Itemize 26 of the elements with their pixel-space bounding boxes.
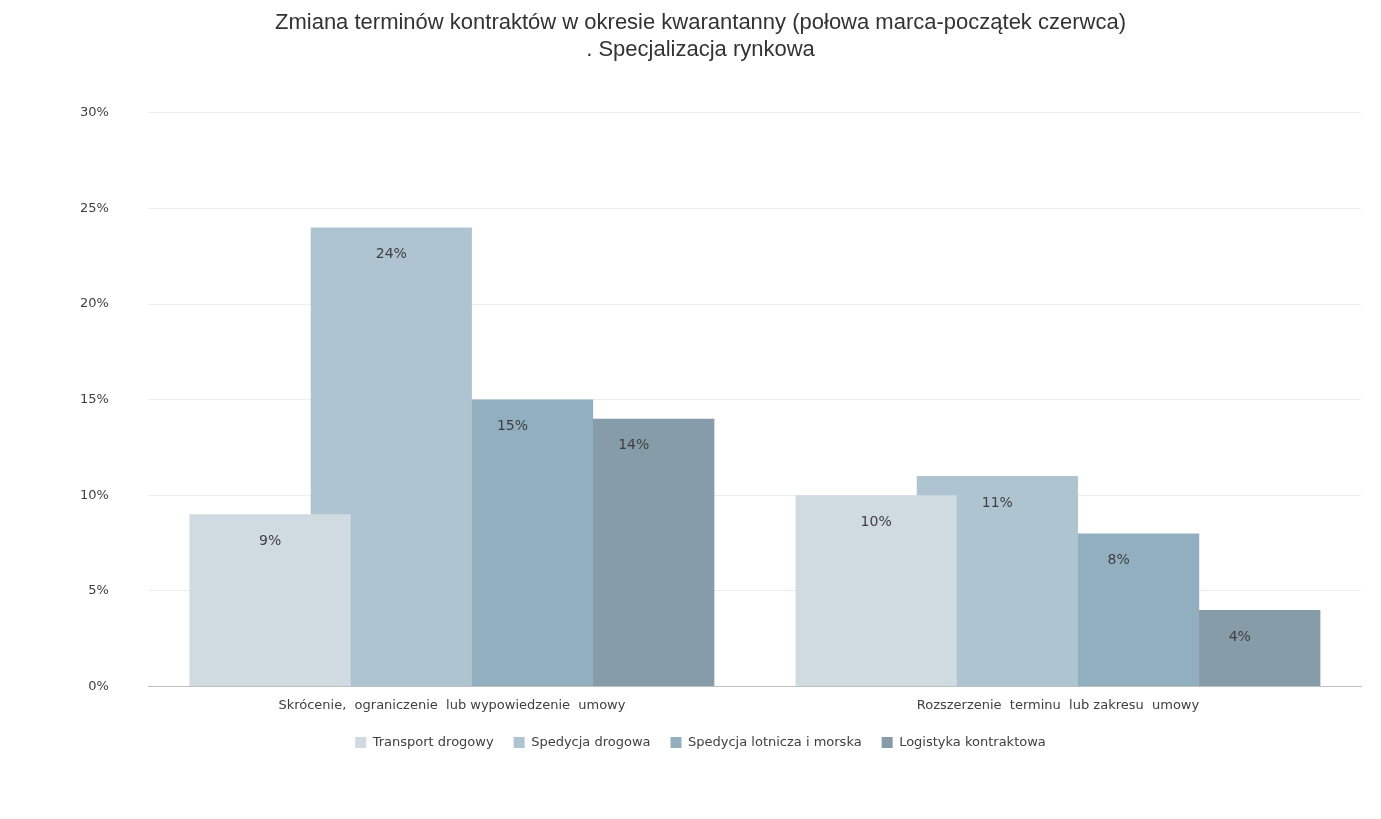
text: Zmiana terminów kontraktów w okresie kwarantanny (połowa marca-początek czerwca) xyxy=(275,9,1126,35)
text: 8% xyxy=(1107,551,1130,568)
x-tick-label: Rozszerzenie terminu lub zakresu umowy xyxy=(916,696,1200,712)
legend-label: Logistyka kontraktowa xyxy=(899,733,1046,749)
text: . Specjalizacja rynkowa xyxy=(586,35,815,61)
bar xyxy=(795,495,957,686)
bar xyxy=(310,227,472,686)
y-tick-label: 15% xyxy=(79,390,109,406)
legend-label: Spedycja lotnicza i morska xyxy=(688,733,862,749)
text: 4% xyxy=(1228,627,1251,644)
y-tick-label: 5% xyxy=(88,582,109,598)
y-tick-label: 10% xyxy=(79,486,109,502)
x-tick-label: Skrócenie, ograniczenie lub wypowiedzenie umowy xyxy=(278,696,626,712)
legend-label: Spedycja drogowa xyxy=(531,733,651,749)
bar xyxy=(189,514,351,686)
y-tick-label: 0% xyxy=(88,677,109,693)
text: 10% xyxy=(860,512,892,529)
y-tick-label: 20% xyxy=(79,295,109,311)
text: 11% xyxy=(981,493,1013,510)
legend-label: Transport drogowy xyxy=(371,733,494,749)
text: 24% xyxy=(375,245,407,262)
text: 14% xyxy=(618,436,650,453)
text: 15% xyxy=(496,417,529,434)
y-tick-label: 30% xyxy=(79,104,109,120)
text: 9% xyxy=(259,531,282,548)
y-tick-label: 25% xyxy=(79,199,109,215)
